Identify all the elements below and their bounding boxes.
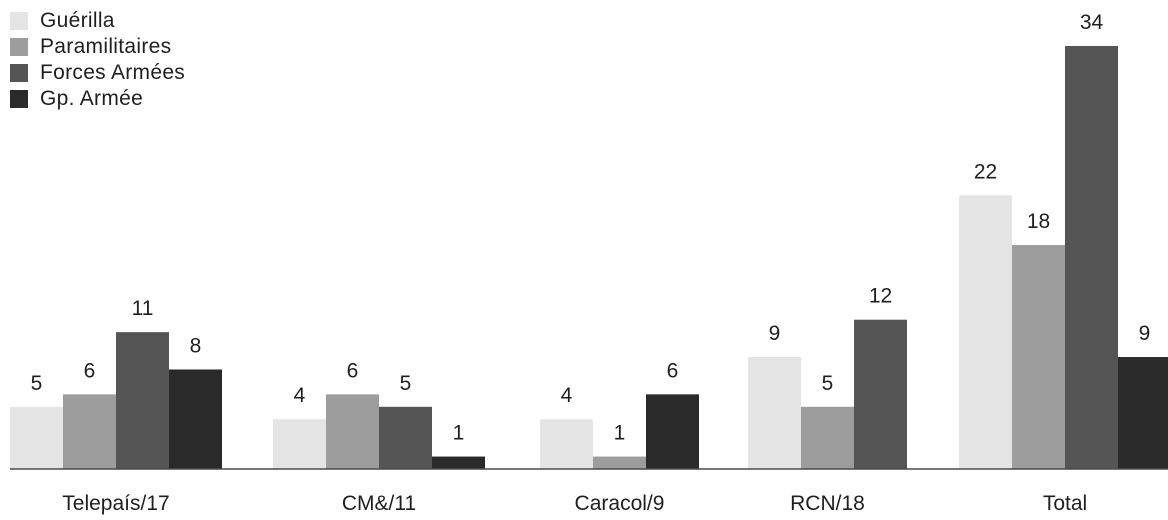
bar-telepais-17-paramilitaires [63,394,116,469]
value-label-cm-11-forces-armees: 5 [400,372,412,395]
value-label-caracol-9-gp-armee: 6 [667,359,679,382]
legend-item-paramilitaires: Paramilitaires [10,34,185,60]
value-label-caracol-9-guerilla: 4 [561,384,573,407]
value-label-rcn-18-guerilla: 9 [769,322,781,345]
category-label-caracol-9: Caracol/9 [575,492,665,515]
legend-swatch-paramilitaires [10,38,28,56]
value-label-rcn-18-forces-armees: 12 [869,285,892,308]
bar-caracol-9-guerilla [540,419,593,469]
bar-total-gp-armee [1118,357,1168,469]
legend-swatch-gp-armee [10,90,28,108]
value-label-telepais-17-forces-armees: 11 [132,297,154,320]
bars-layer [10,46,1168,469]
value-label-total-forces-armees: 34 [1080,11,1104,34]
legend-label-guerilla: Guérilla [40,9,115,32]
bar-rcn-18-paramilitaires [801,406,854,469]
bar-telepais-17-gp-armee [169,369,222,469]
value-label-rcn-18-paramilitaires: 5 [822,372,834,395]
value-label-total-paramilitaires: 18 [1027,210,1050,233]
bar-caracol-9-gp-armee [646,394,699,469]
legend: Guérilla Paramilitaires Forces Armées Gp… [10,8,185,112]
legend-label-paramilitaires: Paramilitaires [40,35,172,58]
bar-cm-11-forces-armees [379,406,432,469]
bar-total-forces-armees [1065,46,1118,469]
legend-item-forces-armees: Forces Armées [10,60,185,86]
bar-rcn-18-forces-armees [854,319,907,469]
bar-cm-11-gp-armee [432,456,485,469]
value-label-telepais-17-gp-armee: 8 [190,334,202,357]
value-label-cm-11-gp-armee: 1 [453,422,465,445]
bar-telepais-17-guerilla [10,406,63,469]
bar-total-guerilla [959,195,1012,469]
value-label-cm-11-paramilitaires: 6 [347,359,359,382]
legend-swatch-guerilla [10,12,28,30]
bar-caracol-9-paramilitaires [593,456,646,469]
value-label-telepais-17-paramilitaires: 6 [84,359,96,382]
category-label-telepais-17: Telepaís/17 [62,492,169,515]
category-labels-layer: Telepaís/17 CM&/11 Caracol/9 RCN/18 Total [62,492,1087,515]
legend-item-gp-armee: Gp. Armée [10,86,185,112]
bar-cm-11-guerilla [273,419,326,469]
bar-rcn-18-guerilla [748,357,801,469]
value-label-total-guerilla: 22 [974,160,997,183]
value-label-cm-11-guerilla: 4 [294,384,306,407]
legend-item-guerilla: Guérilla [10,8,185,34]
value-labels-layer: 5 6 11 8 4 6 5 1 4 1 6 9 5 12 22 18 34 9 [31,11,1151,445]
value-label-telepais-17-guerilla: 5 [31,372,43,395]
category-label-rcn-18: RCN/18 [790,492,865,515]
bar-telepais-17-forces-armees [116,332,169,469]
value-label-total-gp-armee: 9 [1139,322,1151,345]
value-label-caracol-9-paramilitaires: 1 [614,422,626,445]
bar-cm-11-paramilitaires [326,394,379,469]
legend-swatch-forces-armees [10,64,28,82]
category-label-cm-11: CM&/11 [342,492,416,515]
legend-label-gp-armee: Gp. Armée [40,87,144,110]
bar-total-paramilitaires [1012,245,1065,469]
category-label-total: Total [1043,492,1087,515]
legend-label-forces-armees: Forces Armées [40,61,186,84]
